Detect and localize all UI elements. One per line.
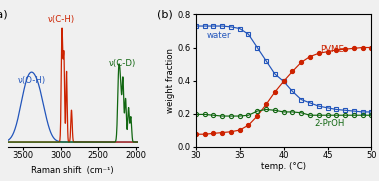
Text: 2-PrOH: 2-PrOH — [314, 119, 345, 128]
X-axis label: temp. (°C): temp. (°C) — [261, 162, 306, 171]
X-axis label: Raman shift  (cm⁻¹): Raman shift (cm⁻¹) — [31, 166, 114, 175]
Text: water: water — [206, 31, 231, 40]
Text: ν(C-D): ν(C-D) — [108, 59, 136, 68]
Text: (a): (a) — [0, 9, 8, 19]
Text: PVME: PVME — [321, 45, 345, 54]
Text: ν(C-H): ν(C-H) — [48, 15, 75, 24]
Text: ν(O-H): ν(O-H) — [18, 76, 46, 85]
Text: (b): (b) — [157, 9, 173, 19]
Y-axis label: weight fraction: weight fraction — [166, 48, 175, 113]
